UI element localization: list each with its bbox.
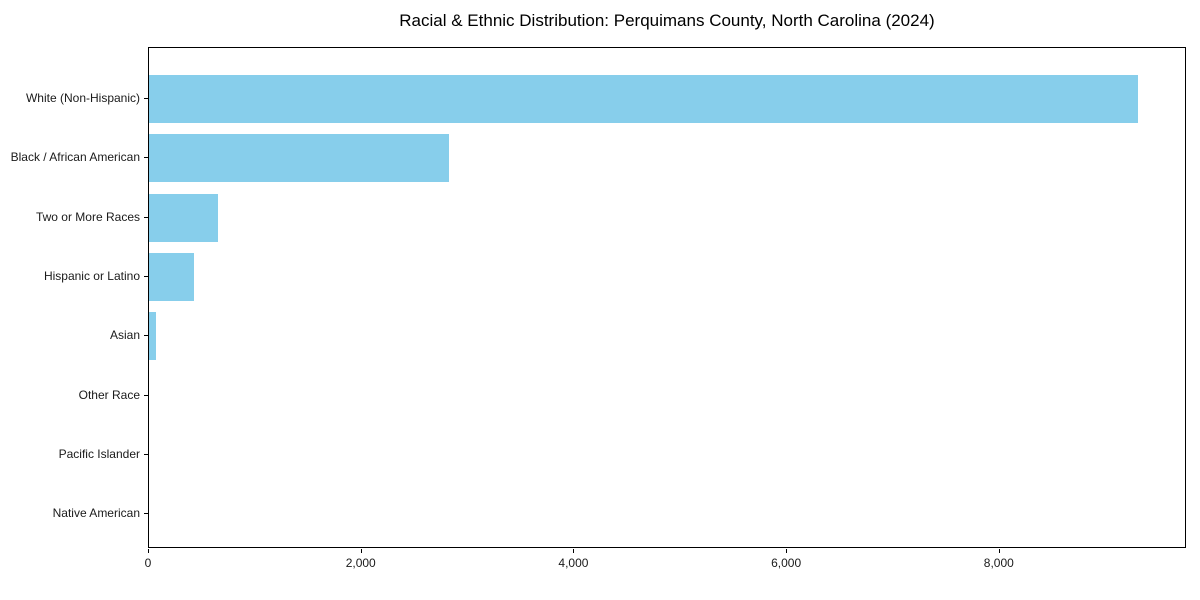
y-tick-label: Black / African American	[10, 150, 140, 165]
x-tick-label: 8,000	[983, 556, 1014, 570]
x-tick-mark	[573, 549, 575, 553]
bar-asian	[149, 312, 156, 361]
y-tick-mark	[144, 98, 148, 99]
y-tick-mark	[144, 453, 148, 455]
x-tick-mark	[786, 549, 788, 553]
bar-black-african-american	[149, 134, 449, 183]
x-tick-label: 6,000	[771, 556, 802, 570]
x-tick-mark	[148, 549, 149, 553]
bar-white-non-hispanic	[149, 75, 1139, 123]
y-tick-mark	[144, 394, 148, 396]
x-tick-mark	[360, 549, 362, 553]
y-tick-label: Hispanic or Latino	[43, 268, 140, 283]
y-tick-label: Pacific Islander	[58, 446, 140, 461]
y-tick-mark	[144, 157, 148, 159]
x-tick-label: 0	[144, 556, 152, 570]
y-tick-mark	[144, 275, 148, 277]
x-tick-label: 4,000	[558, 556, 589, 570]
x-tick-label: 2,000	[345, 556, 376, 570]
y-tick-label: Two or More Races	[35, 209, 140, 224]
x-tick-mark	[998, 549, 1000, 553]
bar-hispanic-or-latino	[149, 252, 195, 301]
y-tick-mark	[144, 513, 148, 515]
y-tick-label: White (Non-Hispanic)	[25, 91, 140, 105]
chart-title: Racial & Ethnic Distribution: Perquimans…	[399, 11, 935, 30]
plot-area	[148, 47, 1186, 548]
y-tick-label: Native American	[52, 506, 140, 521]
bar-two-or-more-races	[149, 193, 218, 242]
y-tick-label: Asian	[109, 328, 140, 343]
y-tick-mark	[144, 335, 148, 337]
y-tick-label: Other Race	[78, 387, 140, 402]
y-tick-mark	[144, 216, 148, 218]
